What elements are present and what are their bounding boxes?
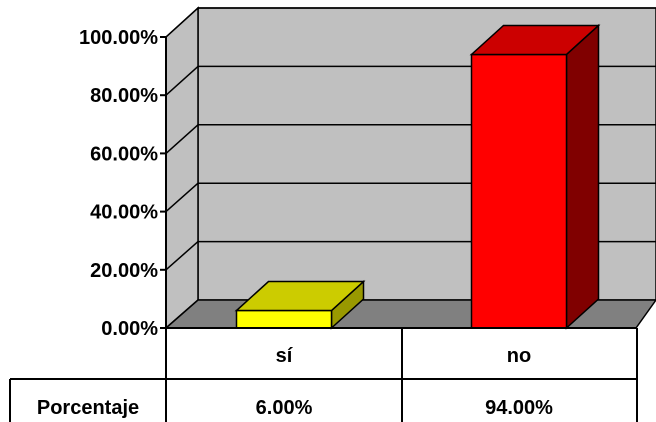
- bar-top: [234, 280, 366, 312]
- bar: [469, 23, 601, 330]
- y-tick-label: 0.00%: [101, 318, 158, 340]
- bar-top: [469, 24, 601, 56]
- y-tick-label: 60.00%: [90, 143, 158, 165]
- gridline: [165, 7, 199, 38]
- category-label: no: [507, 345, 531, 367]
- category-label: sí: [276, 345, 294, 367]
- bar: [234, 279, 366, 330]
- data-table: sí no Porcentaje 6.00% 94.00%: [9, 327, 638, 422]
- table-row-label: Porcentaje: [37, 397, 139, 419]
- bars: [234, 23, 601, 330]
- bar-front: [235, 309, 333, 329]
- bar-front: [470, 53, 568, 329]
- gridline: [165, 65, 199, 96]
- side-wall: [165, 6, 199, 330]
- y-tick-label: 40.00%: [90, 202, 158, 224]
- gridline: [165, 124, 199, 154]
- table-cell-value: 6.00%: [256, 397, 313, 419]
- y-tick-label: 80.00%: [90, 85, 158, 107]
- y-axis-ticks: 0.00% 20.00% 40.00% 60.00% 80.00% 100.00%: [79, 27, 166, 340]
- gridline: [165, 182, 199, 213]
- table-cell-value: 94.00%: [485, 397, 553, 419]
- y-tick-label: 100.00%: [79, 27, 158, 49]
- y-tick-label: 20.00%: [90, 260, 158, 282]
- bar-side: [565, 23, 600, 330]
- gridline: [165, 241, 199, 271]
